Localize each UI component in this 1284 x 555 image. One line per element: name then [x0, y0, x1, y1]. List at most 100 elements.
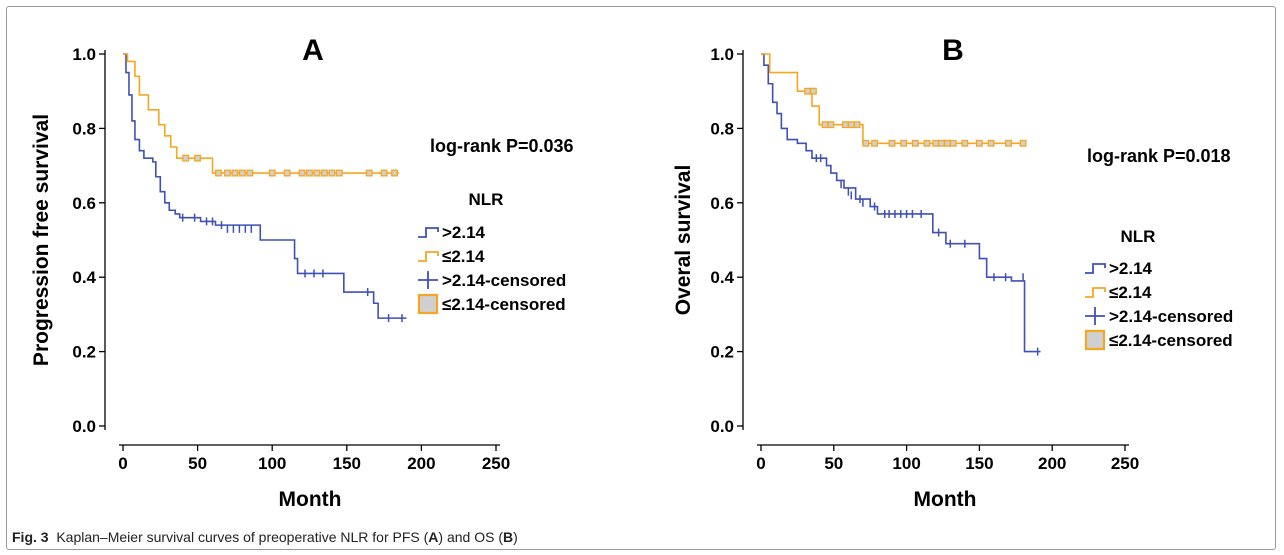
panel-b-censor-low: [923, 139, 931, 147]
panel-a-censor-low: [328, 169, 336, 177]
panel-a-censor-low: [365, 169, 373, 177]
panel-b-censor-low: [862, 139, 870, 147]
panel-a-censor-low: [246, 169, 254, 177]
panel-a-y-tick-label: 0.8: [72, 119, 96, 138]
panel-a-legend-label: ≤2.14: [442, 247, 485, 266]
panel-b-y-tick-label: 0.4: [710, 268, 734, 287]
panel-a-legend-label: ≤2.14-censored: [442, 295, 566, 314]
panel-a-title: A: [302, 34, 324, 67]
panel-b-censor-low: [900, 139, 908, 147]
caption-label: Fig. 3: [12, 529, 49, 545]
panel-a-xlabel: Month: [279, 488, 342, 511]
panel-b-censor-low: [888, 139, 896, 147]
panel-a-censor-low: [391, 169, 398, 177]
panel-a-censor-low: [223, 169, 231, 177]
panel-a-censor-low: [268, 169, 276, 177]
panel-a-censor-low: [335, 169, 343, 177]
panel-b-logrank: log-rank P=0.018: [1087, 146, 1231, 166]
panel-a-plot: 0.0 0.2 0.4 0.6 0.8 1.0 0 50 100 150 200 250: [72, 45, 510, 473]
panel-a-censor-low: [194, 154, 202, 162]
panel-b-censor-low: [853, 121, 861, 129]
panel-a-x-tick-label: 200: [407, 454, 435, 473]
panel-b-censor-low: [1005, 139, 1012, 147]
panel-b-censor-low: [911, 139, 919, 147]
panel-a-legend-symbol-low-censored: [417, 293, 439, 315]
panel-b-legend-symbol-low: [1085, 287, 1106, 298]
panel-a-y-tick-label: 0.2: [72, 343, 96, 362]
panel-a-censor-low: [182, 154, 190, 162]
panel-b-legend-label: ≤2.14-censored: [1109, 331, 1233, 350]
panel-a-series-high-curve: [123, 53, 407, 319]
panel-a-y-tick-label: 0.0: [72, 417, 96, 436]
panel-b-censor-low: [938, 139, 945, 147]
caption-text-before: Kaplan–Meier survival curves of preopera…: [56, 529, 429, 545]
panel-b-legend-symbol-high-censored: [1085, 307, 1105, 325]
panel-b-censor-low: [871, 139, 879, 147]
panel-b-legend: >2.14 ≤2.14 >2.14-censored ≤2.14-censored: [1084, 259, 1233, 351]
panel-a-censor-low: [306, 169, 313, 177]
panel-b-x-tick-label: 250: [1111, 454, 1139, 473]
panel-b-series-high-curve: [761, 53, 1041, 353]
panel-a-legend: >2.14 ≤2.14 >2.14-censored ≤2.14-censored: [417, 223, 566, 315]
panel-b: B Overal survival Month log-rank P=0.018…: [672, 34, 1233, 511]
panel-b-legend-title: NLR: [1121, 227, 1156, 246]
panel-b-legend-label: >2.14: [1109, 259, 1153, 278]
panel-b-censor-low: [932, 139, 940, 147]
panel-b-censor-low: [975, 139, 983, 147]
panel-b-legend-label: >2.14-censored: [1109, 307, 1233, 326]
panel-b-y-tick-label: 1.0: [710, 45, 734, 64]
panel-b-x-tick-label: 200: [1038, 454, 1066, 473]
panel-b-censor-low: [804, 87, 812, 95]
panel-a-y-tick-label: 0.6: [72, 194, 96, 213]
panel-a-censor-low: [238, 169, 246, 177]
panel-b-x-tick-label: 0: [756, 454, 765, 473]
panel-b-legend-symbol-low-censored: [1084, 329, 1106, 351]
panel-a-y-tick-label: 0.4: [72, 268, 96, 287]
caption-letter-b: B: [503, 529, 514, 545]
panel-a-series-low-curve: [123, 53, 400, 174]
panel-a-legend-label: >2.14-censored: [442, 271, 566, 290]
panel-b-censor-low: [841, 121, 849, 129]
panel-a-censor-low: [380, 169, 388, 177]
panel-a-censor-low: [298, 169, 306, 177]
panel-b-censor-low: [827, 121, 835, 129]
panel-a-x-tick-label: 50: [188, 454, 207, 473]
caption-letter-a: A: [428, 529, 439, 545]
panel-a-x-tick-label: 0: [118, 454, 127, 473]
panel-b-legend-label: ≤2.14: [1109, 283, 1152, 302]
panel-a-x-tick-label: 250: [482, 454, 510, 473]
panel-a-censor-low: [215, 169, 222, 177]
panel-b-title: B: [942, 34, 964, 67]
panel-b-censor-low: [961, 139, 969, 147]
panel-b-censor-low: [987, 139, 995, 147]
panel-b-plot: 0.0 0.2 0.4 0.6 0.8 1.0 0 50 100 150 200 250: [710, 45, 1139, 473]
panel-a-censor-low: [283, 169, 291, 177]
panel-b-y-tick-label: 0.0: [710, 417, 734, 436]
caption-text-middle: ) and OS (: [438, 529, 503, 545]
panel-b-y-tick-label: 0.8: [710, 119, 734, 138]
panel-a-legend-title: NLR: [469, 190, 504, 209]
panel-b-censor-low: [809, 87, 817, 95]
panel-a-legend-symbol-low: [418, 251, 439, 262]
panel-b-censor-low: [943, 139, 951, 147]
panel-b-ylabel: Overal survival: [672, 165, 695, 316]
panel-a-logrank: log-rank P=0.036: [430, 136, 574, 156]
panel-b-y-tick-label: 0.6: [710, 194, 734, 213]
panel-a-legend-symbol-high-censored: [418, 271, 438, 289]
panel-a-x-tick-label: 150: [333, 454, 361, 473]
caption-text-after: ): [513, 529, 518, 545]
panel-a-legend-label: >2.14: [442, 223, 486, 242]
figure-frame: [6, 6, 1276, 550]
panel-b-legend-symbol-high: [1085, 263, 1106, 274]
panel-a-censor-low: [313, 169, 321, 177]
panel-b-censor-low: [847, 121, 855, 129]
panel-b-x-tick-label: 100: [892, 454, 920, 473]
panel-a-x-tick-label: 100: [258, 454, 286, 473]
panel-b-censor-low: [821, 121, 829, 129]
panel-b-censor-low: [949, 139, 957, 147]
panel-b-xlabel: Month: [914, 488, 977, 511]
panel-b-x-tick-label: 50: [824, 454, 843, 473]
panel-b-censor-low: [1019, 139, 1027, 147]
panel-a-legend-symbol-high: [418, 227, 439, 238]
